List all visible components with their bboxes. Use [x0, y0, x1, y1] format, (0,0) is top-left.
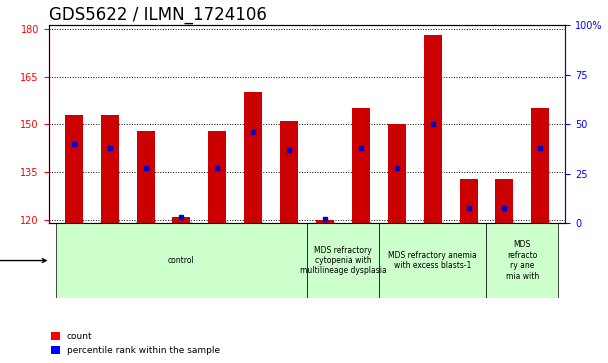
- Legend: count, percentile rank within the sample: count, percentile rank within the sample: [47, 329, 224, 359]
- Bar: [316, 220, 334, 223]
- FancyBboxPatch shape: [379, 223, 486, 298]
- Bar: [209, 131, 226, 223]
- FancyBboxPatch shape: [56, 223, 307, 298]
- Text: control: control: [168, 256, 195, 265]
- Bar: [460, 179, 477, 223]
- Bar: [388, 125, 406, 223]
- Bar: [65, 115, 83, 223]
- Bar: [173, 217, 190, 223]
- Text: MDS
refracto
ry ane
mia with: MDS refracto ry ane mia with: [506, 240, 539, 281]
- Bar: [280, 121, 298, 223]
- Bar: [424, 35, 441, 223]
- FancyBboxPatch shape: [307, 223, 379, 298]
- Bar: [496, 179, 513, 223]
- Text: MDS refractory anemia
with excess blasts-1: MDS refractory anemia with excess blasts…: [389, 251, 477, 270]
- Bar: [531, 109, 549, 223]
- FancyBboxPatch shape: [486, 223, 558, 298]
- Bar: [244, 93, 262, 223]
- Bar: [101, 115, 119, 223]
- Text: GDS5622 / ILMN_1724106: GDS5622 / ILMN_1724106: [49, 6, 266, 24]
- Bar: [352, 109, 370, 223]
- Text: MDS refractory
cytopenia with
multilineage dysplasia: MDS refractory cytopenia with multilinea…: [300, 246, 386, 276]
- Text: disease state: disease state: [0, 256, 46, 266]
- Bar: [137, 131, 154, 223]
